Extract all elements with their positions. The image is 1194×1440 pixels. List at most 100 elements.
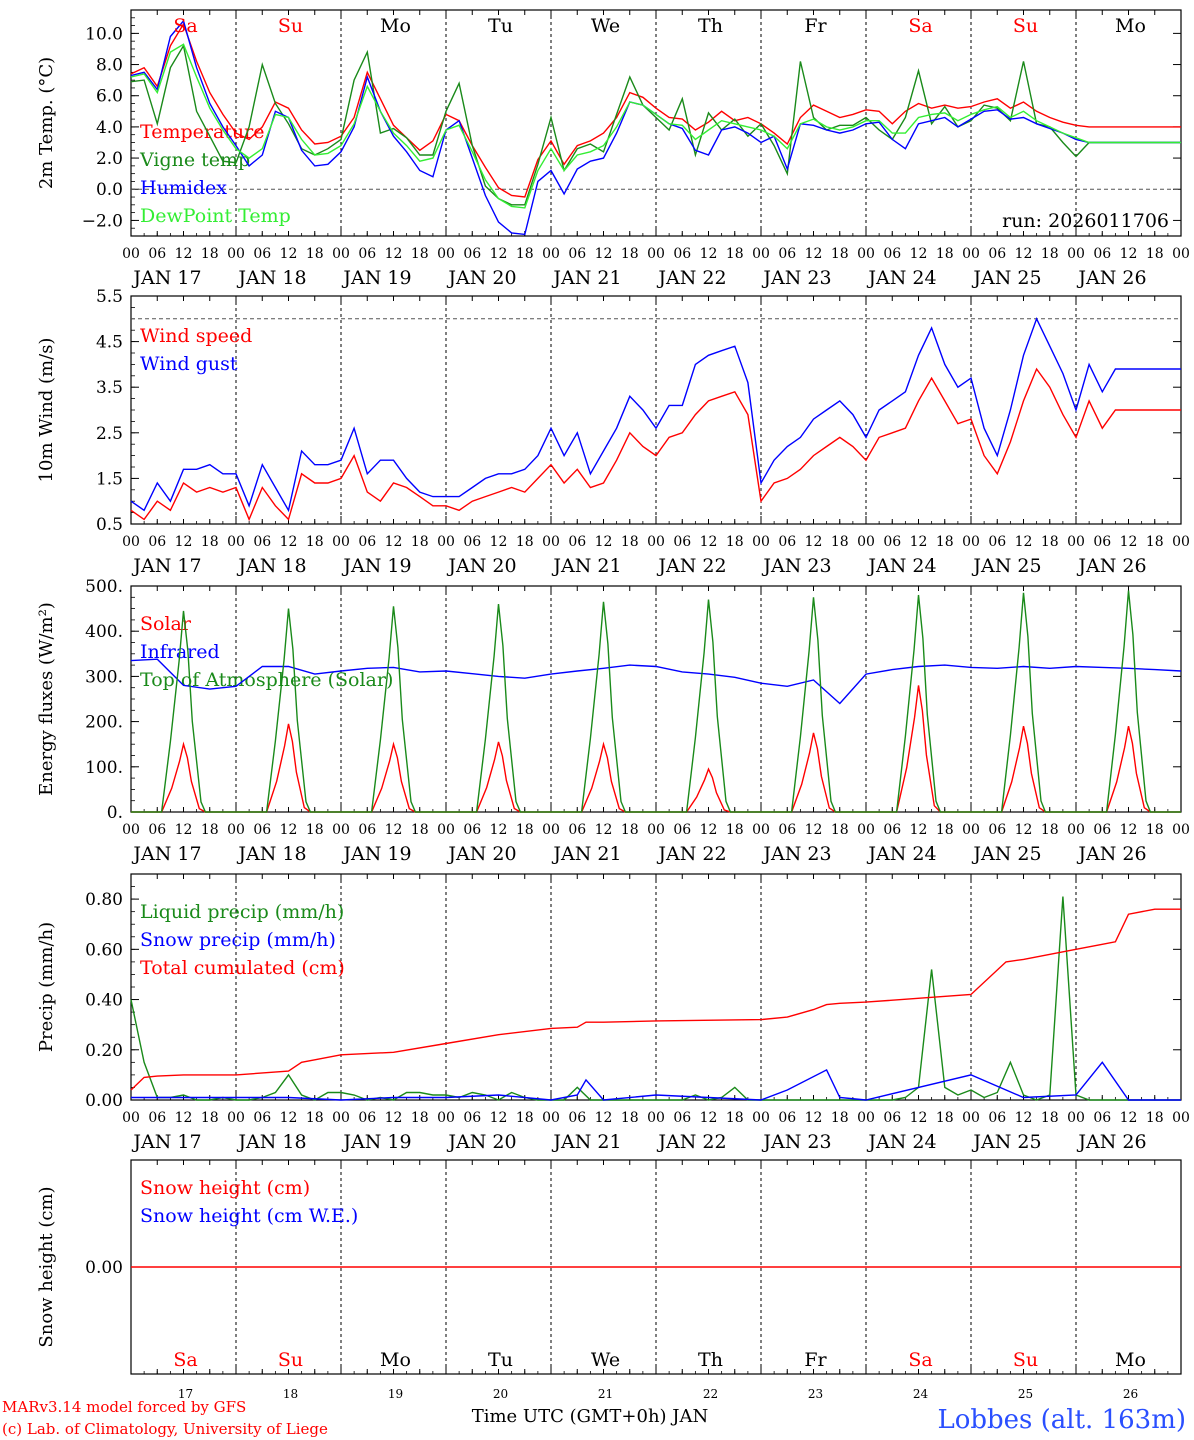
hour-tick-label: 18: [1146, 534, 1164, 550]
hour-tick-label: 18: [831, 1110, 849, 1126]
model-credit: MARv3.14 model forced by GFS: [2, 1398, 246, 1416]
date-label: JAN 18: [236, 267, 306, 289]
legend: Temperature Vigne temp Humidex DewPoint Tem…: [139, 121, 291, 227]
legend-entry: Temperature: [140, 121, 264, 143]
hour-tick-label: 18: [411, 1110, 429, 1126]
hour-tick-label: 00: [1067, 822, 1085, 838]
hour-tick-label: 18: [1041, 534, 1059, 550]
hour-tick-label: 18: [621, 822, 639, 838]
y-tick-label: 0.00: [85, 1091, 123, 1111]
hour-tick-label: 00: [542, 822, 560, 838]
day-number-label: 20: [493, 1387, 508, 1401]
hour-tick-label: 06: [778, 246, 796, 262]
panel-precip: 0.00 0.20 0.40 0.60 0.80 Precip (mm/h) Liquid …: [36, 873, 1190, 1153]
station-name: Lobbes (alt. 163m): [937, 1405, 1186, 1435]
y-tick-label: 1.5: [96, 469, 123, 489]
y-tick-label: 300.: [85, 667, 123, 687]
hour-tick-label: 18: [1041, 822, 1059, 838]
y-axis-label: 2m Temp. (°C): [36, 57, 57, 189]
legend-entry: Vigne temp: [139, 149, 250, 171]
date-label: JAN 25: [971, 267, 1041, 289]
date-label: JAN 19: [341, 555, 411, 577]
legend-entry: Wind gust: [140, 353, 238, 375]
hour-tick-label: 00: [1172, 534, 1190, 550]
hour-tick-label: 00: [332, 822, 350, 838]
hour-tick-label: 06: [1093, 534, 1111, 550]
y-axis-label: Snow height (cm): [36, 1186, 57, 1347]
hour-tick-label: 06: [988, 1110, 1006, 1126]
date-label: JAN 21: [551, 555, 621, 577]
hour-tick-label: 00: [647, 246, 665, 262]
hour-tick-label: 18: [306, 246, 324, 262]
hour-tick-label: 12: [175, 1110, 193, 1126]
weekday-label: Sa: [908, 1349, 932, 1371]
series-line-temperature: [130, 22, 1181, 198]
hour-tick-label: 12: [490, 246, 508, 262]
hour-tick-label: 18: [201, 1110, 219, 1126]
hour-tick-label: 18: [726, 246, 744, 262]
series-line-liquid-precip-mm-h-: [130, 896, 1181, 1101]
date-label: JAN 26: [1076, 843, 1146, 865]
weekday-label: Su: [1013, 15, 1038, 37]
legend: Snow height (cm) Snow height (cm W.E.): [140, 1177, 358, 1227]
hour-tick-label: 12: [385, 822, 403, 838]
hour-tick-label: 06: [1093, 822, 1111, 838]
hour-tick-label: 06: [988, 534, 1006, 550]
hour-tick-label: 00: [437, 246, 455, 262]
y-tick-label: 4.5: [96, 333, 123, 353]
weekday-label: Sa: [173, 15, 197, 37]
hour-tick-label: 00: [647, 1110, 665, 1126]
y-tick-label: 0.5: [96, 515, 123, 535]
date-label: JAN 26: [1076, 267, 1146, 289]
hour-tick-label: 12: [910, 1110, 928, 1126]
hour-tick-label: 06: [463, 534, 481, 550]
hour-tick-label: 06: [148, 534, 166, 550]
hour-tick-label: 18: [621, 246, 639, 262]
hour-tick-label: 18: [411, 822, 429, 838]
hour-tick-label: 06: [673, 246, 691, 262]
hour-tick-label: 12: [805, 822, 823, 838]
hour-tick-label: 06: [253, 1110, 271, 1126]
date-label: JAN 19: [341, 843, 411, 865]
hour-tick-label: 12: [805, 534, 823, 550]
y-tick-label: 0.0: [96, 180, 123, 200]
hour-tick-label: 00: [437, 822, 455, 838]
legend-entry: Top of Atmosphere (Solar): [140, 669, 393, 691]
date-label: JAN 20: [446, 1131, 516, 1153]
series-line-infrared: [130, 658, 1182, 705]
hour-tick-label: 06: [673, 1110, 691, 1126]
y-tick-label: 200.: [85, 713, 123, 733]
hour-tick-label: 00: [122, 1110, 140, 1126]
y-tick-label: 8.0: [96, 56, 123, 76]
hour-tick-label: 12: [1120, 1110, 1138, 1126]
weekday-label: Su: [278, 1349, 303, 1371]
hour-tick-label: 18: [936, 1110, 954, 1126]
hour-tick-label: 18: [411, 246, 429, 262]
y-tick-label: 0.40: [85, 991, 123, 1011]
legend-entry: Snow height (cm): [140, 1177, 310, 1199]
day-number-label: 24: [913, 1387, 929, 1401]
date-label: JAN 18: [236, 555, 306, 577]
weekday-label: Su: [278, 15, 303, 37]
y-tick-label: 100.: [85, 758, 123, 778]
hour-tick-label: 12: [175, 822, 193, 838]
date-label: JAN 22: [656, 555, 726, 577]
hour-tick-label: 00: [962, 1110, 980, 1126]
hour-tick-label: 00: [857, 1110, 875, 1126]
hour-tick-label: 00: [542, 534, 560, 550]
legend: Wind speed Wind gust: [140, 325, 252, 375]
date-label: JAN 24: [866, 843, 936, 865]
hour-tick-label: 06: [358, 822, 376, 838]
y-axis-label: 10m Wind (m/s): [36, 338, 57, 483]
hour-tick-label: 06: [463, 1110, 481, 1126]
weekday-label: Tu: [488, 1349, 513, 1371]
hour-tick-label: 00: [962, 822, 980, 838]
hour-tick-label: 18: [516, 246, 534, 262]
date-label: JAN 24: [866, 1131, 936, 1153]
hour-tick-label: 00: [122, 822, 140, 838]
hour-tick-label: 12: [595, 822, 613, 838]
hour-tick-label: 06: [883, 1110, 901, 1126]
hour-tick-label: 06: [568, 822, 586, 838]
day-number-label: 19: [388, 1387, 403, 1401]
hour-tick-label: 12: [595, 246, 613, 262]
